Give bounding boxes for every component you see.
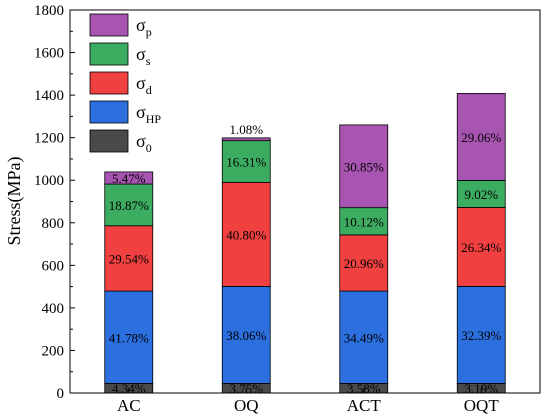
segment-label: 26.34% (461, 240, 501, 255)
y-axis: 0 200 400 600 800 1000 1200 1400 1600 1800 (34, 3, 75, 402)
segment-labels-layer: 4.34%41.78%29.54%18.87%5.47%3.75%38.06%4… (109, 122, 502, 396)
y-tick-label: 1600 (34, 46, 64, 62)
legend-label-sd: σd (136, 73, 152, 97)
segment-label: 32.39% (461, 328, 501, 343)
legend-label-ss: σs (136, 44, 151, 68)
y-axis-title: Stress(MPa) (4, 156, 25, 245)
y-tick-label: 800 (42, 216, 65, 232)
x-tick-label: ACT (347, 396, 382, 415)
segment-label: 18.87% (109, 198, 149, 213)
bar-segment-sp (104, 171, 154, 185)
x-tick-label: OQT (464, 396, 500, 415)
y-tick-label: 1800 (34, 3, 64, 19)
segment-label: 38.06% (226, 328, 266, 343)
segment-label: 29.06% (461, 130, 501, 145)
segment-label: 16.31% (226, 154, 266, 169)
y-tick-label: 0 (57, 386, 65, 402)
legend-swatch-ss (89, 42, 129, 66)
bar-segment-sd (104, 225, 154, 292)
bars-layer (104, 93, 506, 394)
bar-segment-sp (339, 124, 389, 209)
bar-segment-sd (221, 181, 271, 287)
segment-label: 10.12% (344, 214, 384, 229)
segment-label: 30.85% (344, 159, 384, 174)
bar-segment-sp (221, 137, 271, 142)
bar-segment-sd (456, 207, 506, 287)
y-tick-label: 1400 (34, 88, 64, 104)
y-tick-label: 600 (42, 258, 65, 274)
segment-label: 1.08% (229, 122, 263, 137)
bar-segment-sp (456, 93, 506, 181)
bar-segment-shp (456, 285, 506, 384)
bar-segment-sd (339, 234, 389, 292)
legend-swatch-shp (89, 100, 129, 124)
bar-segment-ss (221, 140, 271, 183)
bar-segment-shp (221, 285, 271, 384)
segment-label: 34.49% (344, 330, 384, 345)
legend: σp σs σd σHP σ0 (89, 13, 161, 155)
segment-label: 5.47% (112, 171, 146, 186)
y-tick-label: 200 (42, 343, 65, 359)
legend-swatch-sd (89, 71, 129, 95)
legend-label-sp: σp (136, 15, 152, 39)
y-tick-label: 1000 (34, 173, 64, 189)
segment-label: 41.78% (109, 330, 149, 345)
segment-label: 9.02% (464, 187, 498, 202)
legend-label-s0: σ0 (136, 131, 152, 155)
bar-segment-shp (104, 290, 154, 384)
x-tick-label: OQ (234, 396, 259, 415)
legend-swatch-sp (89, 13, 129, 37)
legend-swatch-s0 (89, 129, 129, 153)
segment-label: 29.54% (109, 251, 149, 266)
y-tick-label: 400 (42, 301, 65, 317)
bar-segment-ss (104, 183, 154, 227)
segment-label: 20.96% (344, 256, 384, 271)
bar-segment-ss (456, 180, 506, 208)
x-tick-label: AC (117, 396, 141, 415)
bar-segment-ss (339, 207, 389, 236)
y-tick-label: 1200 (34, 131, 64, 147)
segment-label: 40.80% (226, 227, 266, 242)
x-axis: AC OQ ACT OQT (117, 388, 499, 415)
legend-label-shp: σHP (136, 102, 161, 126)
